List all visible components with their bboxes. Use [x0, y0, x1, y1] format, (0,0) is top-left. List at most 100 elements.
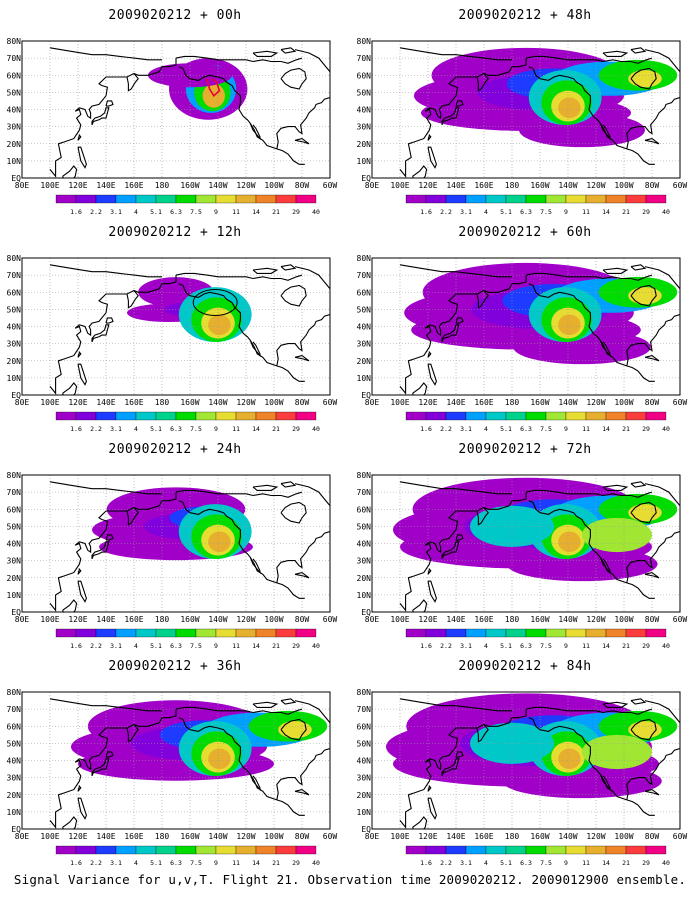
- lon-label: 160E: [474, 615, 493, 624]
- colorbar-label: 29: [292, 859, 300, 867]
- colorbar-swatch: [75, 411, 97, 421]
- lon-label: 140E: [96, 181, 115, 190]
- lon-label: 100E: [40, 832, 59, 841]
- lat-label: 30N: [357, 123, 372, 132]
- colorbar-label: 2.2: [440, 425, 452, 433]
- lat-label: 70N: [357, 705, 372, 714]
- lon-label: 180: [155, 615, 170, 624]
- lon-label: 160E: [474, 832, 493, 841]
- colorbar-label: 14: [602, 208, 610, 216]
- lat-label: 80N: [357, 254, 372, 263]
- colorbar-label: 14: [602, 642, 610, 650]
- lon-label: 100E: [390, 832, 409, 841]
- coastline: [49, 698, 330, 829]
- lat-label: 10N: [7, 591, 22, 600]
- colorbar-swatch: [215, 845, 237, 855]
- lon-label: 180: [505, 398, 520, 407]
- lon-label: 140W: [208, 398, 227, 407]
- lon-label: 100W: [264, 832, 283, 841]
- colorbar-label: 11: [232, 425, 240, 433]
- lon-label: 120W: [586, 398, 605, 407]
- lat-label: EQ: [11, 608, 21, 617]
- panel-title: 2009020212 + 84h: [458, 659, 592, 674]
- colorbar-label: 21: [272, 642, 280, 650]
- colorbar-label: 4: [134, 859, 138, 867]
- colorbar-swatch: [95, 194, 117, 204]
- lon-label: 160W: [530, 181, 549, 190]
- lat-label: 10N: [357, 157, 372, 166]
- lat-label: 10N: [357, 808, 372, 817]
- colorbar-swatch: [465, 194, 487, 204]
- lat-label: EQ: [11, 391, 21, 400]
- colorbar-swatch: [95, 411, 117, 421]
- colorbar-label: 1.6: [420, 425, 432, 433]
- colorbar-label: 29: [292, 425, 300, 433]
- colorbar-swatch: [235, 845, 257, 855]
- lon-label: 140W: [558, 832, 577, 841]
- variance-contour: [502, 763, 662, 799]
- colorbar-swatch: [405, 194, 427, 204]
- lon-label: 80E: [365, 181, 380, 190]
- lat-label: 30N: [7, 340, 22, 349]
- colorbar-swatch: [545, 628, 567, 638]
- lon-label: 80E: [15, 832, 30, 841]
- lon-label: 140E: [96, 398, 115, 407]
- lon-label: 160W: [530, 832, 549, 841]
- lon-label: 80E: [15, 181, 30, 190]
- lon-label: 140E: [446, 615, 465, 624]
- colorbar-label: 1.6: [70, 208, 82, 216]
- lat-label: EQ: [11, 825, 21, 834]
- lon-label: 140W: [208, 181, 227, 190]
- colorbar-swatch: [505, 845, 527, 855]
- colorbar-label: 4: [134, 425, 138, 433]
- lon-label: 100E: [40, 615, 59, 624]
- lon-label: 120W: [586, 832, 605, 841]
- variance-contour: [208, 748, 231, 770]
- colorbar-label: 2.2: [440, 642, 452, 650]
- colorbar-swatch: [645, 194, 667, 204]
- colorbar-swatch: [625, 845, 647, 855]
- lat-label: 30N: [7, 774, 22, 783]
- colorbar-swatch: [605, 628, 627, 638]
- colorbar-swatch: [425, 411, 447, 421]
- lat-label: 20N: [7, 357, 22, 366]
- colorbar-label: 1.6: [420, 859, 432, 867]
- colorbar-label: 7.5: [540, 642, 552, 650]
- colorbar-label: 14: [252, 642, 260, 650]
- colorbar-label: 3.1: [460, 859, 472, 867]
- lon-label: 140E: [446, 181, 465, 190]
- colorbar-swatch: [605, 845, 627, 855]
- coastline: [49, 481, 330, 612]
- lon-label: 140W: [208, 615, 227, 624]
- lat-label: 70N: [357, 54, 372, 63]
- colorbar-label: 40: [312, 425, 320, 433]
- colorbar-swatch: [95, 628, 117, 638]
- lon-label: 60W: [323, 398, 338, 407]
- lon-label: 60W: [673, 181, 688, 190]
- colorbar-swatch: [525, 194, 547, 204]
- lon-label: 160E: [124, 398, 143, 407]
- variance-contour: [558, 314, 581, 336]
- lon-label: 140E: [96, 832, 115, 841]
- lat-label: 80N: [357, 37, 372, 46]
- colorbar-label: 7.5: [540, 208, 552, 216]
- lat-label: 30N: [357, 340, 372, 349]
- forecast-panel: 2009020212 + 36h 80N 70N 60N 50N 40N 30N 20N 10N…: [0, 651, 350, 868]
- lon-label: 60W: [323, 615, 338, 624]
- colorbar-label: 21: [272, 859, 280, 867]
- colorbar-swatch: [425, 845, 447, 855]
- lon-label: 140E: [446, 832, 465, 841]
- variance-contour: [558, 531, 581, 553]
- lon-label: 120E: [68, 398, 87, 407]
- colorbar-label: 14: [602, 859, 610, 867]
- variance-field: [71, 700, 328, 781]
- lon-label: 120W: [236, 398, 255, 407]
- colorbar-swatch: [135, 628, 157, 638]
- lon-label: 120E: [68, 615, 87, 624]
- graticule: [372, 41, 680, 178]
- colorbar-label: 40: [312, 208, 320, 216]
